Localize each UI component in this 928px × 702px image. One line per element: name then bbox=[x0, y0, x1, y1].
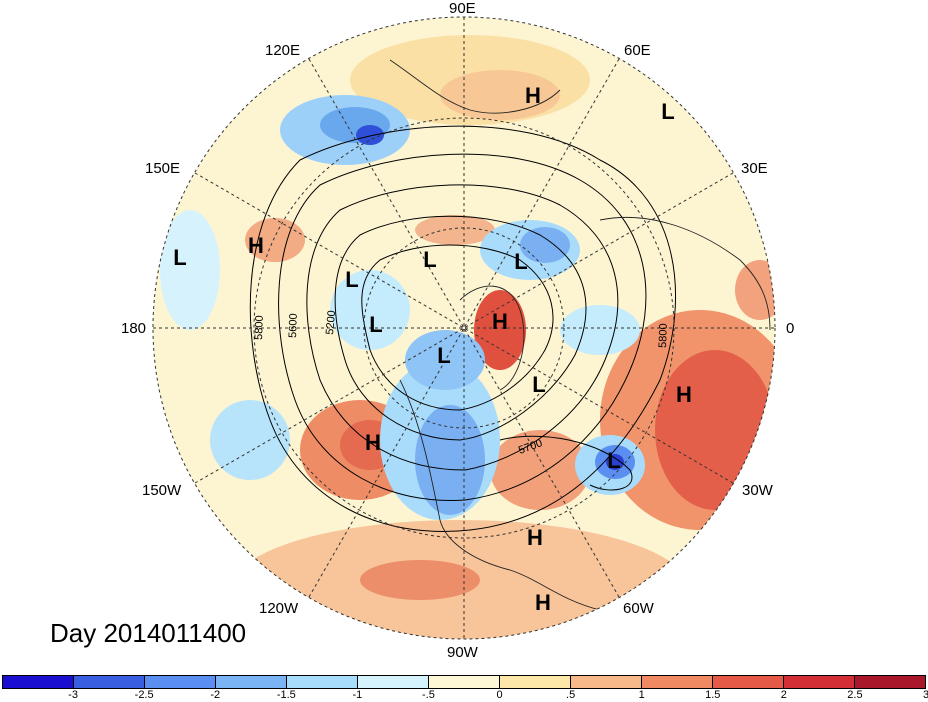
low-pressure-center: L bbox=[345, 267, 359, 292]
contour-label: 5800 bbox=[253, 315, 266, 340]
colorbar-tick-label: 3 bbox=[922, 689, 928, 701]
high-pressure-center: H bbox=[525, 83, 541, 108]
contour-label: 5800 bbox=[657, 323, 670, 348]
high-pressure-center: H bbox=[527, 525, 543, 550]
lon-label-90e: 90E bbox=[449, 0, 476, 17]
colorbar-swatch bbox=[145, 676, 216, 688]
colorbar-swatch bbox=[216, 676, 287, 688]
high-pressure-center: H bbox=[535, 590, 551, 615]
contour-label-group: 5800 5600 5200 5800 5700 bbox=[253, 310, 670, 457]
lon-label-150w: 150W bbox=[142, 482, 182, 499]
colorbar-swatch bbox=[74, 676, 145, 688]
colorbar-swatch bbox=[429, 676, 500, 688]
lon-label-120e: 120E bbox=[265, 42, 301, 59]
graticule bbox=[153, 17, 775, 639]
lon-label-30w: 30W bbox=[742, 482, 773, 499]
colorbar-swatch bbox=[3, 676, 74, 688]
colorbar-swatch bbox=[571, 676, 642, 688]
colorbar-tick-label: -.5 bbox=[422, 689, 435, 701]
colorbar-swatch bbox=[784, 676, 855, 688]
anomaly-field bbox=[153, 17, 775, 639]
colorbar-tick-label: 0 bbox=[496, 689, 503, 701]
map-boundary bbox=[152, 16, 776, 640]
contour-label: 5200 bbox=[324, 310, 338, 335]
low-pressure-center: L bbox=[661, 99, 675, 124]
colorbar-swatch bbox=[642, 676, 713, 688]
colorbar-tick-label: -2 bbox=[210, 689, 221, 701]
lon-label-120w: 120W bbox=[259, 600, 299, 617]
contour-label: 5600 bbox=[287, 313, 300, 338]
low-pressure-center: L bbox=[532, 372, 546, 397]
colorbar bbox=[2, 675, 926, 689]
low-pressure-center: L bbox=[173, 245, 187, 270]
map-title: Day 2014011400 bbox=[50, 618, 247, 648]
colorbar-swatch bbox=[287, 676, 358, 688]
geopotential-contours bbox=[249, 125, 676, 532]
colorbar-tick-label: -2.5 bbox=[134, 689, 154, 701]
colorbar-tick-label: -3 bbox=[68, 689, 78, 701]
lon-label-90w: 90W bbox=[447, 644, 478, 661]
high-pressure-center: H bbox=[492, 309, 508, 334]
high-pressure-center: H bbox=[365, 430, 381, 455]
low-pressure-center: L bbox=[369, 312, 383, 337]
colorbar-swatch bbox=[500, 676, 571, 688]
high-pressure-center: H bbox=[248, 233, 264, 258]
colorbar-tick-label: 1.5 bbox=[705, 689, 721, 701]
colorbar-swatch bbox=[855, 676, 925, 688]
low-pressure-center: L bbox=[514, 249, 528, 274]
coastlines bbox=[389, 59, 771, 611]
colorbar-tick-label: -1 bbox=[352, 689, 363, 701]
colorbar-swatch bbox=[358, 676, 429, 688]
lon-label-180: 180 bbox=[121, 320, 147, 337]
lon-label-30e: 30E bbox=[741, 160, 768, 177]
colorbar-swatch bbox=[713, 676, 784, 688]
lon-label-60w: 60W bbox=[623, 600, 654, 617]
colorbar-tick-label: .5 bbox=[566, 689, 576, 701]
lon-label-150e: 150E bbox=[145, 160, 181, 177]
low-pressure-center: L bbox=[607, 448, 621, 473]
high-pressure-center: H bbox=[676, 382, 692, 407]
low-pressure-center: L bbox=[423, 247, 437, 272]
colorbar-tick-label: -1.5 bbox=[276, 689, 296, 701]
colorbar-tick-label: 2.5 bbox=[847, 689, 863, 701]
low-pressure-center: L bbox=[437, 343, 451, 368]
lon-label-0: 0 bbox=[786, 320, 795, 337]
colorbar-tick-label: 1 bbox=[638, 689, 645, 701]
colorbar-tick-label: 2 bbox=[780, 689, 787, 701]
lon-label-60e: 60E bbox=[624, 42, 651, 59]
